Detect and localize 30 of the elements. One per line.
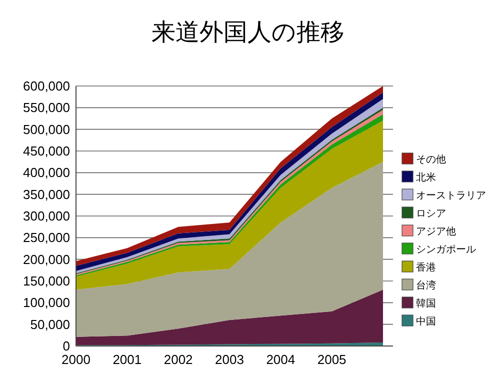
legend-label: シンガポール [416,244,476,256]
legend-label: 台湾 [416,280,436,292]
chart-title: 来道外国人の推移 [152,19,344,46]
x-tick-label: 2004 [266,352,296,367]
y-tick-label: 450,000 [23,144,70,159]
legend-label: ロシア [416,208,446,220]
legend-label: その他 [416,154,446,166]
y-tick-label: 350,000 [23,186,70,202]
legend-label: アジア他 [416,226,456,238]
legend-label: 北米 [416,172,436,184]
x-tick-label: 2001 [112,352,142,367]
x-tick-label: 2003 [215,352,244,367]
x-tick-label: 2002 [164,352,193,367]
y-tick-label: 0 [62,338,70,354]
y-tick-label: 400,000 [23,165,70,180]
y-tick-label: 100,000 [23,295,70,310]
legend-label: 中国 [416,316,436,328]
y-tick-label: 550,000 [23,100,70,116]
x-tick-label: 2000 [62,352,90,367]
x-tick-label: 2005 [317,352,346,367]
legend-label: オーストラリア [416,190,486,202]
y-tick-label: 250,000 [23,230,70,246]
legend-label: 韓国 [416,298,436,310]
y-tick-label: 500,000 [23,122,70,137]
legend-label: 香港 [416,262,436,274]
y-tick-label: 600,000 [23,78,70,94]
y-tick-label: 200,000 [23,252,70,267]
y-tick-label: 300,000 [23,208,70,224]
y-tick-label: 50,000 [30,316,70,332]
y-tick-label: 150,000 [23,274,70,289]
